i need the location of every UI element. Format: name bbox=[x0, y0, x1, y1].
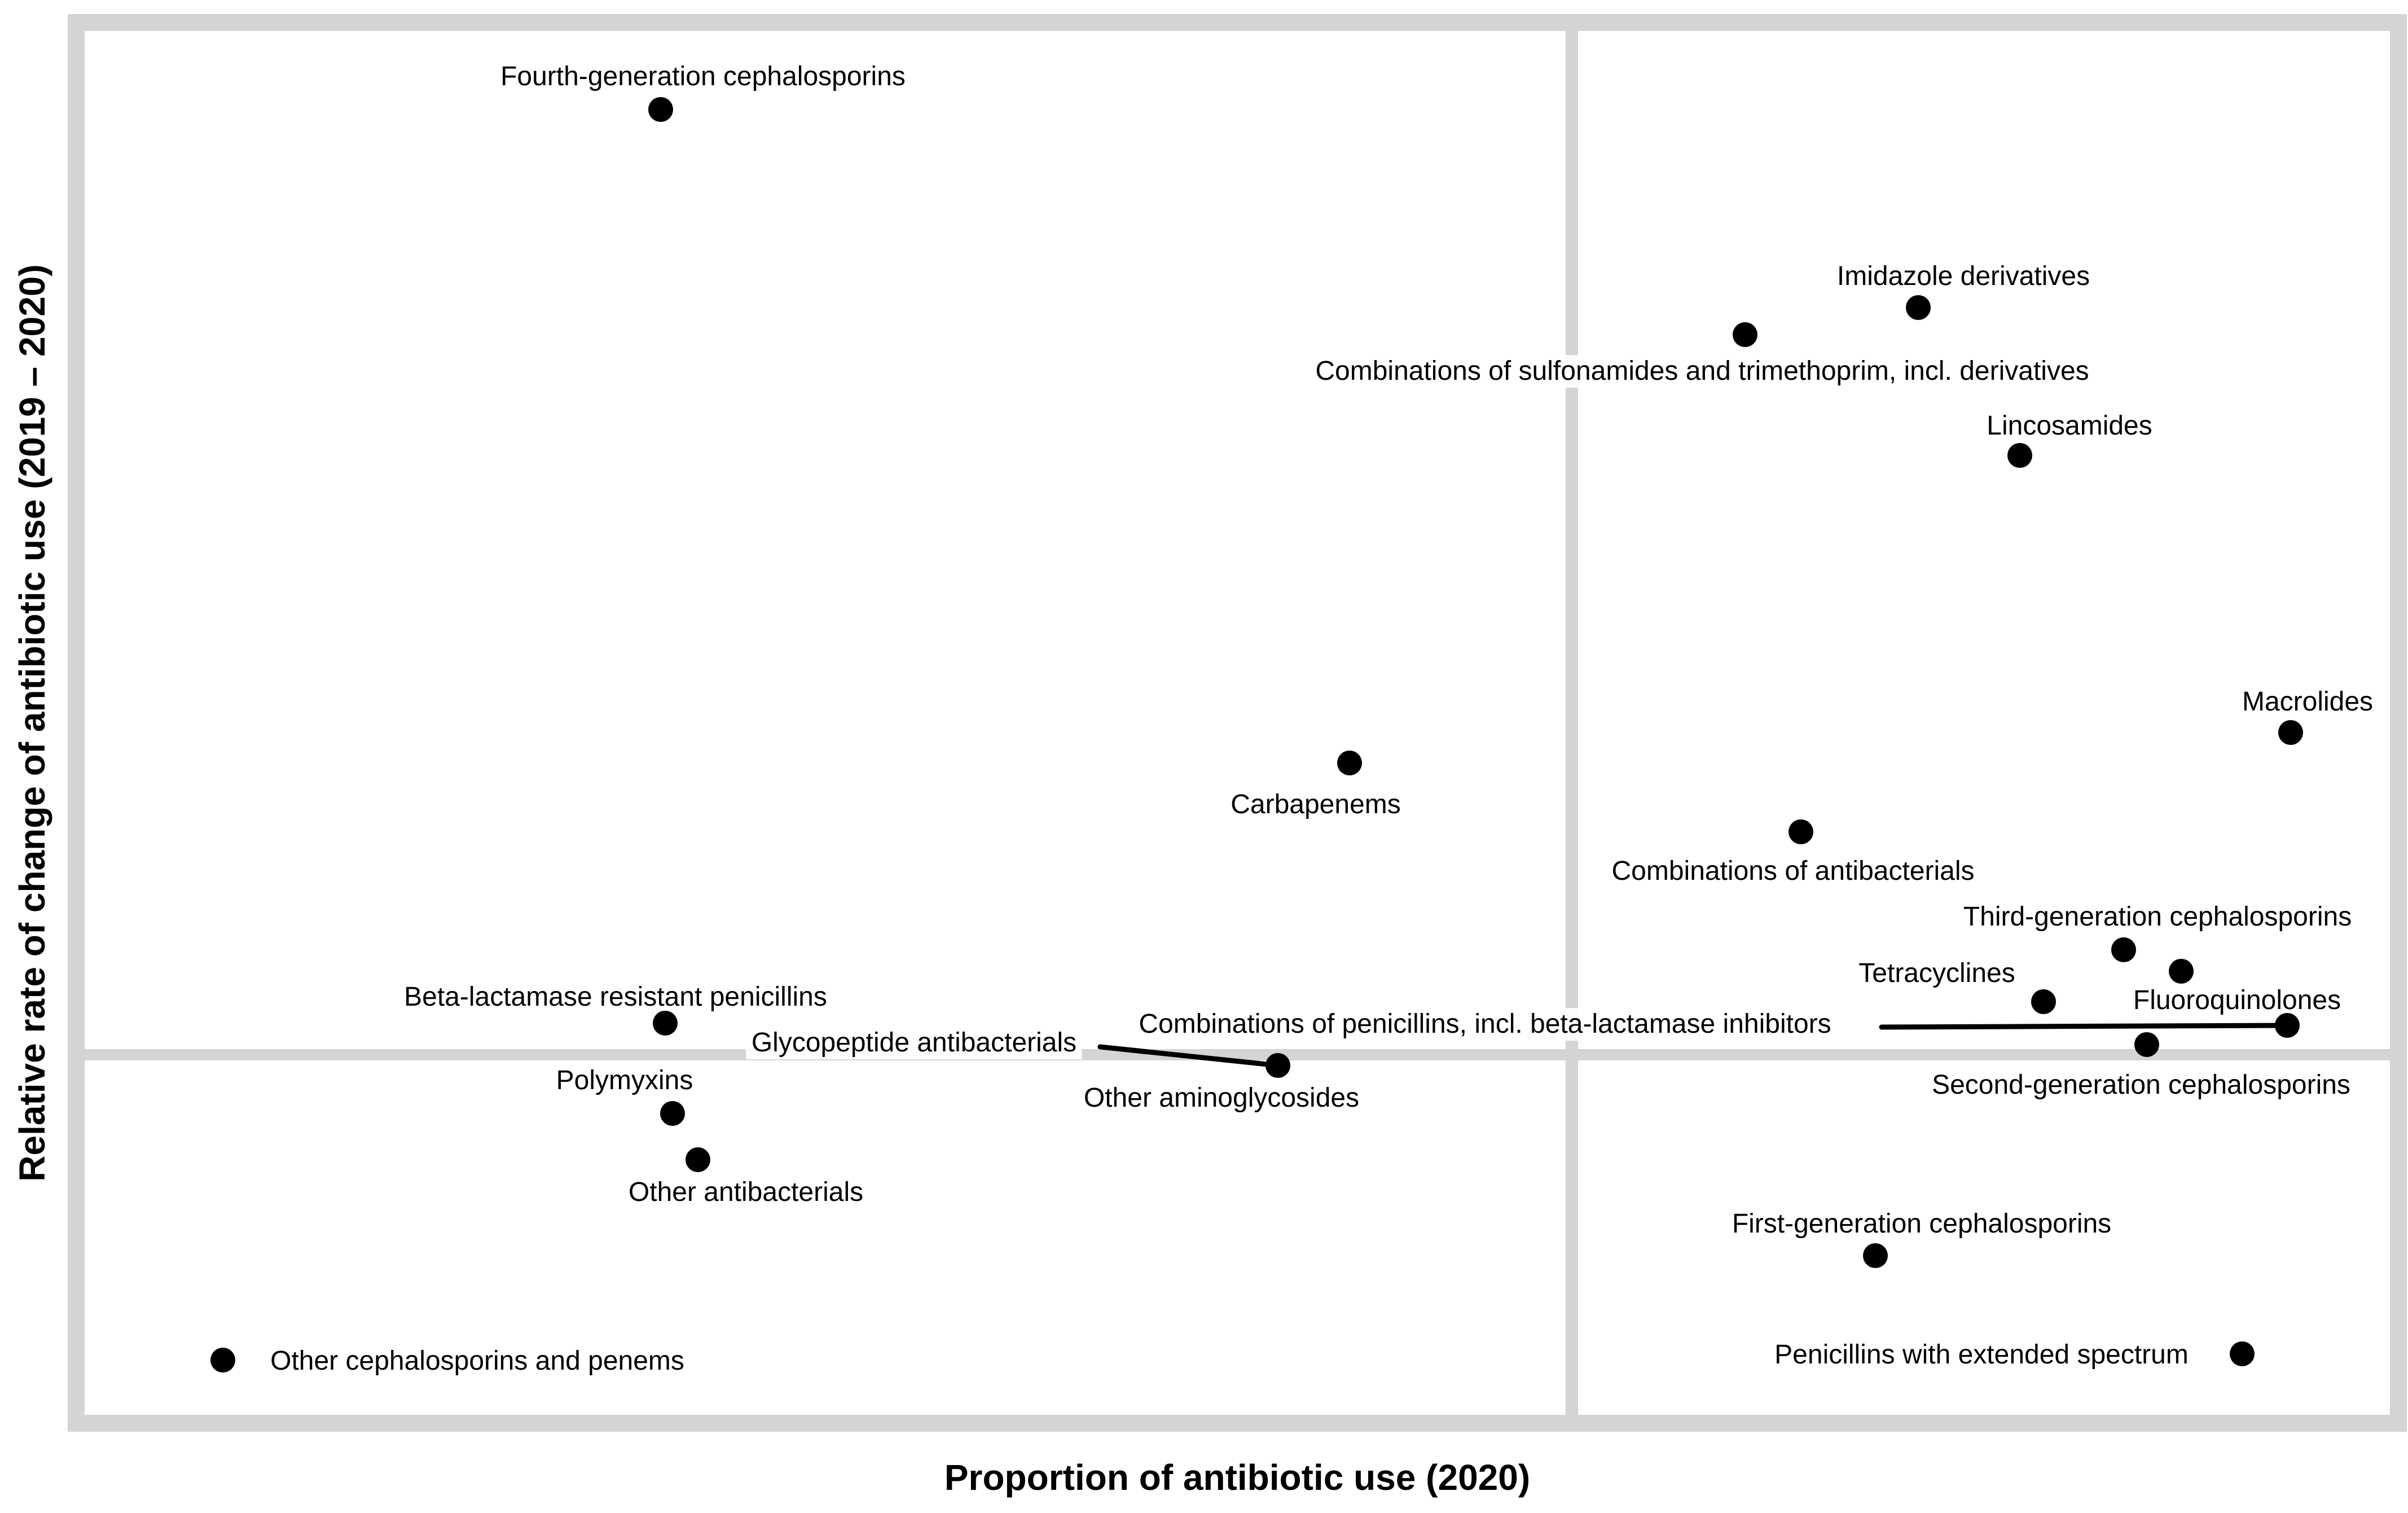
point-label: Combinations of antibacterials bbox=[1606, 855, 1980, 888]
data-point bbox=[2169, 959, 2194, 984]
leader-line bbox=[1879, 1023, 2290, 1030]
point-label: Fourth-generation cephalosporins bbox=[495, 60, 911, 93]
horizontal-quadrant-divider bbox=[85, 1049, 2390, 1060]
point-label: Tetracyclines bbox=[1853, 957, 2021, 990]
data-point bbox=[2275, 1013, 2300, 1038]
point-label: Glycopeptide antibacterials bbox=[745, 1027, 1083, 1059]
data-point bbox=[660, 1101, 685, 1126]
data-point bbox=[2278, 720, 2303, 745]
point-label: Combinations of sulfonamides and trimeth… bbox=[1310, 355, 2095, 388]
point-label: Macrolides bbox=[2236, 686, 2379, 718]
point-label: Other aminoglycosides bbox=[1078, 1082, 1365, 1115]
data-point bbox=[2111, 937, 2136, 962]
point-label: Carbapenems bbox=[1225, 788, 1407, 821]
point-label: Beta-lactamase resistant penicillins bbox=[398, 981, 833, 1014]
data-point bbox=[648, 97, 673, 122]
point-label: Second-generation cephalosporins bbox=[1926, 1069, 2356, 1102]
data-point bbox=[210, 1348, 235, 1372]
plot-frame: Fourth-generation cephalosporins Imidazol… bbox=[68, 14, 2407, 1432]
data-point bbox=[2230, 1341, 2255, 1366]
data-point bbox=[1789, 819, 1813, 844]
point-label: Fluoroquinolones bbox=[2127, 984, 2347, 1017]
y-axis-label: Relative rate of change of antibiotic us… bbox=[12, 264, 52, 1182]
data-point bbox=[2007, 443, 2032, 468]
data-point bbox=[1863, 1243, 1888, 1268]
point-label: Polymyxins bbox=[550, 1064, 699, 1097]
point-label: First-generation cephalosporins bbox=[1726, 1208, 2117, 1240]
data-point bbox=[1906, 295, 1931, 320]
point-label: Combinations of penicillins, incl. beta-… bbox=[1133, 1008, 1837, 1041]
point-label: Third-generation cephalosporins bbox=[1957, 901, 2358, 933]
leader-line bbox=[1097, 1044, 1281, 1068]
point-label: Other cephalosporins and penems bbox=[265, 1345, 690, 1378]
data-point bbox=[1733, 322, 1757, 347]
point-label: Other antibacterials bbox=[622, 1176, 869, 1209]
point-label: Imidazole derivatives bbox=[1831, 260, 2096, 293]
plot-area: Fourth-generation cephalosporins Imidazol… bbox=[85, 31, 2390, 1415]
data-point bbox=[2134, 1032, 2159, 1057]
point-label: Penicillins with extended spectrum bbox=[1769, 1339, 2194, 1371]
data-point bbox=[653, 1011, 678, 1036]
data-point bbox=[686, 1147, 710, 1172]
data-point bbox=[2031, 989, 2056, 1014]
leader-line-layer bbox=[1097, 1023, 2290, 1068]
x-axis-label: Proportion of antibiotic use (2020) bbox=[944, 1457, 1531, 1498]
point-label: Lincosamides bbox=[1981, 410, 2158, 442]
data-point bbox=[1265, 1053, 1290, 1078]
data-point bbox=[1337, 751, 1362, 775]
